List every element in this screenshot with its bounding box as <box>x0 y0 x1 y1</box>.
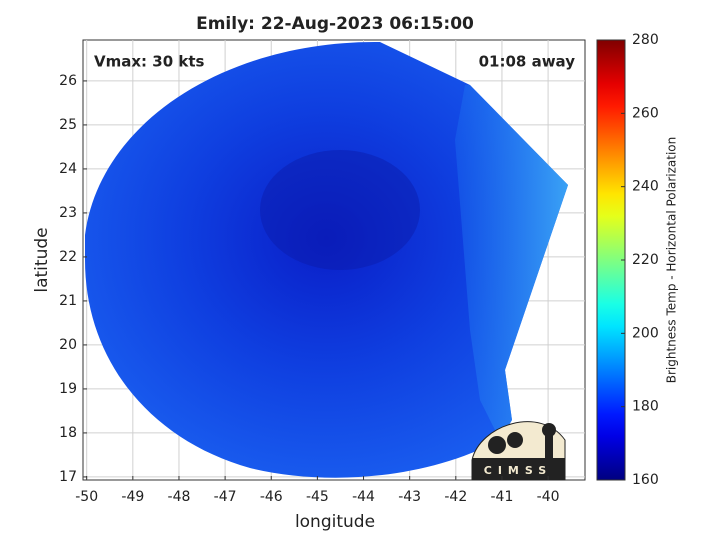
swath-image <box>85 41 568 478</box>
x-tick-label: -45 <box>306 489 329 505</box>
colorbar-tick-label: 240 <box>632 179 659 195</box>
colorbar-tick-label: 260 <box>632 105 659 121</box>
logo: CIMSS <box>471 421 566 481</box>
x-tick-label: -50 <box>75 489 98 505</box>
y-tick-label: 25 <box>59 117 77 133</box>
annotation: Vmax: 30 kts <box>94 53 204 71</box>
y-tick-label: 22 <box>59 249 77 265</box>
x-axis-label: longitude <box>295 512 375 532</box>
colorbar-tick-label: 180 <box>632 399 659 415</box>
y-tick-label: 26 <box>59 73 77 89</box>
y-tick-label: 24 <box>59 161 77 177</box>
colorbar-tick-label: 220 <box>632 252 659 268</box>
y-tick-label: 19 <box>59 381 77 397</box>
x-tick-label: -47 <box>214 489 237 505</box>
colorbar-tick-label: 200 <box>632 325 659 341</box>
swath-edge <box>455 85 568 440</box>
swath-core <box>260 150 420 270</box>
x-tick-label: -49 <box>121 489 144 505</box>
x-tick-label: -46 <box>260 489 283 505</box>
colorbar <box>596 39 626 481</box>
x-tick-label: -48 <box>168 489 191 505</box>
x-tick-label: -42 <box>444 489 467 505</box>
x-tick-label: -40 <box>537 489 560 505</box>
y-tick-label: 18 <box>59 425 77 441</box>
chart-title: Emily: 22-Aug-2023 06:15:00 <box>196 14 474 34</box>
y-tick-label: 17 <box>59 469 77 485</box>
colorbar-tick-label: 280 <box>632 32 659 48</box>
annotation: 01:08 away <box>479 53 576 71</box>
colorbar-label: Brightness Temp - Horizontal Polarizatio… <box>665 137 679 384</box>
y-tick-label: 23 <box>59 205 77 221</box>
y-axis-label: latitude <box>32 227 52 292</box>
y-tick-label: 21 <box>59 293 77 309</box>
swath <box>85 41 568 478</box>
colorbar-tick-label: 160 <box>632 472 659 488</box>
x-tick-label: -41 <box>491 489 514 505</box>
x-tick-label: -44 <box>352 489 375 505</box>
y-tick-label: 20 <box>59 337 77 353</box>
logo-text: CIMSS <box>484 464 552 477</box>
x-tick-label: -43 <box>398 489 421 505</box>
